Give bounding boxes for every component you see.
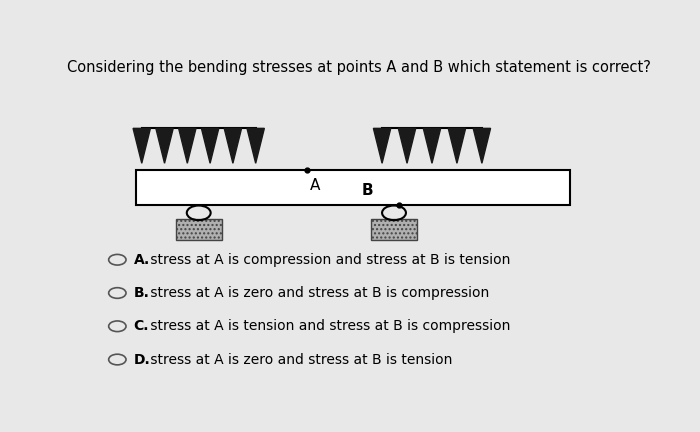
Text: B: B <box>361 183 373 198</box>
Polygon shape <box>373 128 391 163</box>
Text: A.: A. <box>134 253 150 267</box>
Bar <box>371 219 417 241</box>
Bar <box>136 170 570 205</box>
Text: stress at A is tension and stress at B is compression: stress at A is tension and stress at B i… <box>146 319 510 333</box>
Text: C.: C. <box>134 319 149 333</box>
Text: D.: D. <box>134 353 150 366</box>
Polygon shape <box>473 128 491 163</box>
Polygon shape <box>133 128 150 163</box>
Text: A: A <box>310 178 321 193</box>
Text: B.: B. <box>134 286 150 300</box>
Polygon shape <box>202 128 219 163</box>
Polygon shape <box>224 128 241 163</box>
Text: stress at A is zero and stress at B is tension: stress at A is zero and stress at B is t… <box>146 353 452 366</box>
Text: Considering the bending stresses at points A and B which statement is correct?: Considering the bending stresses at poin… <box>66 60 651 75</box>
Polygon shape <box>448 128 466 163</box>
Text: stress at A is compression and stress at B is tension: stress at A is compression and stress at… <box>146 253 510 267</box>
Polygon shape <box>424 128 441 163</box>
Text: stress at A is zero and stress at B is compression: stress at A is zero and stress at B is c… <box>146 286 489 300</box>
Polygon shape <box>247 128 265 163</box>
Bar <box>176 219 222 241</box>
Polygon shape <box>398 128 416 163</box>
Polygon shape <box>156 128 173 163</box>
Polygon shape <box>178 128 196 163</box>
